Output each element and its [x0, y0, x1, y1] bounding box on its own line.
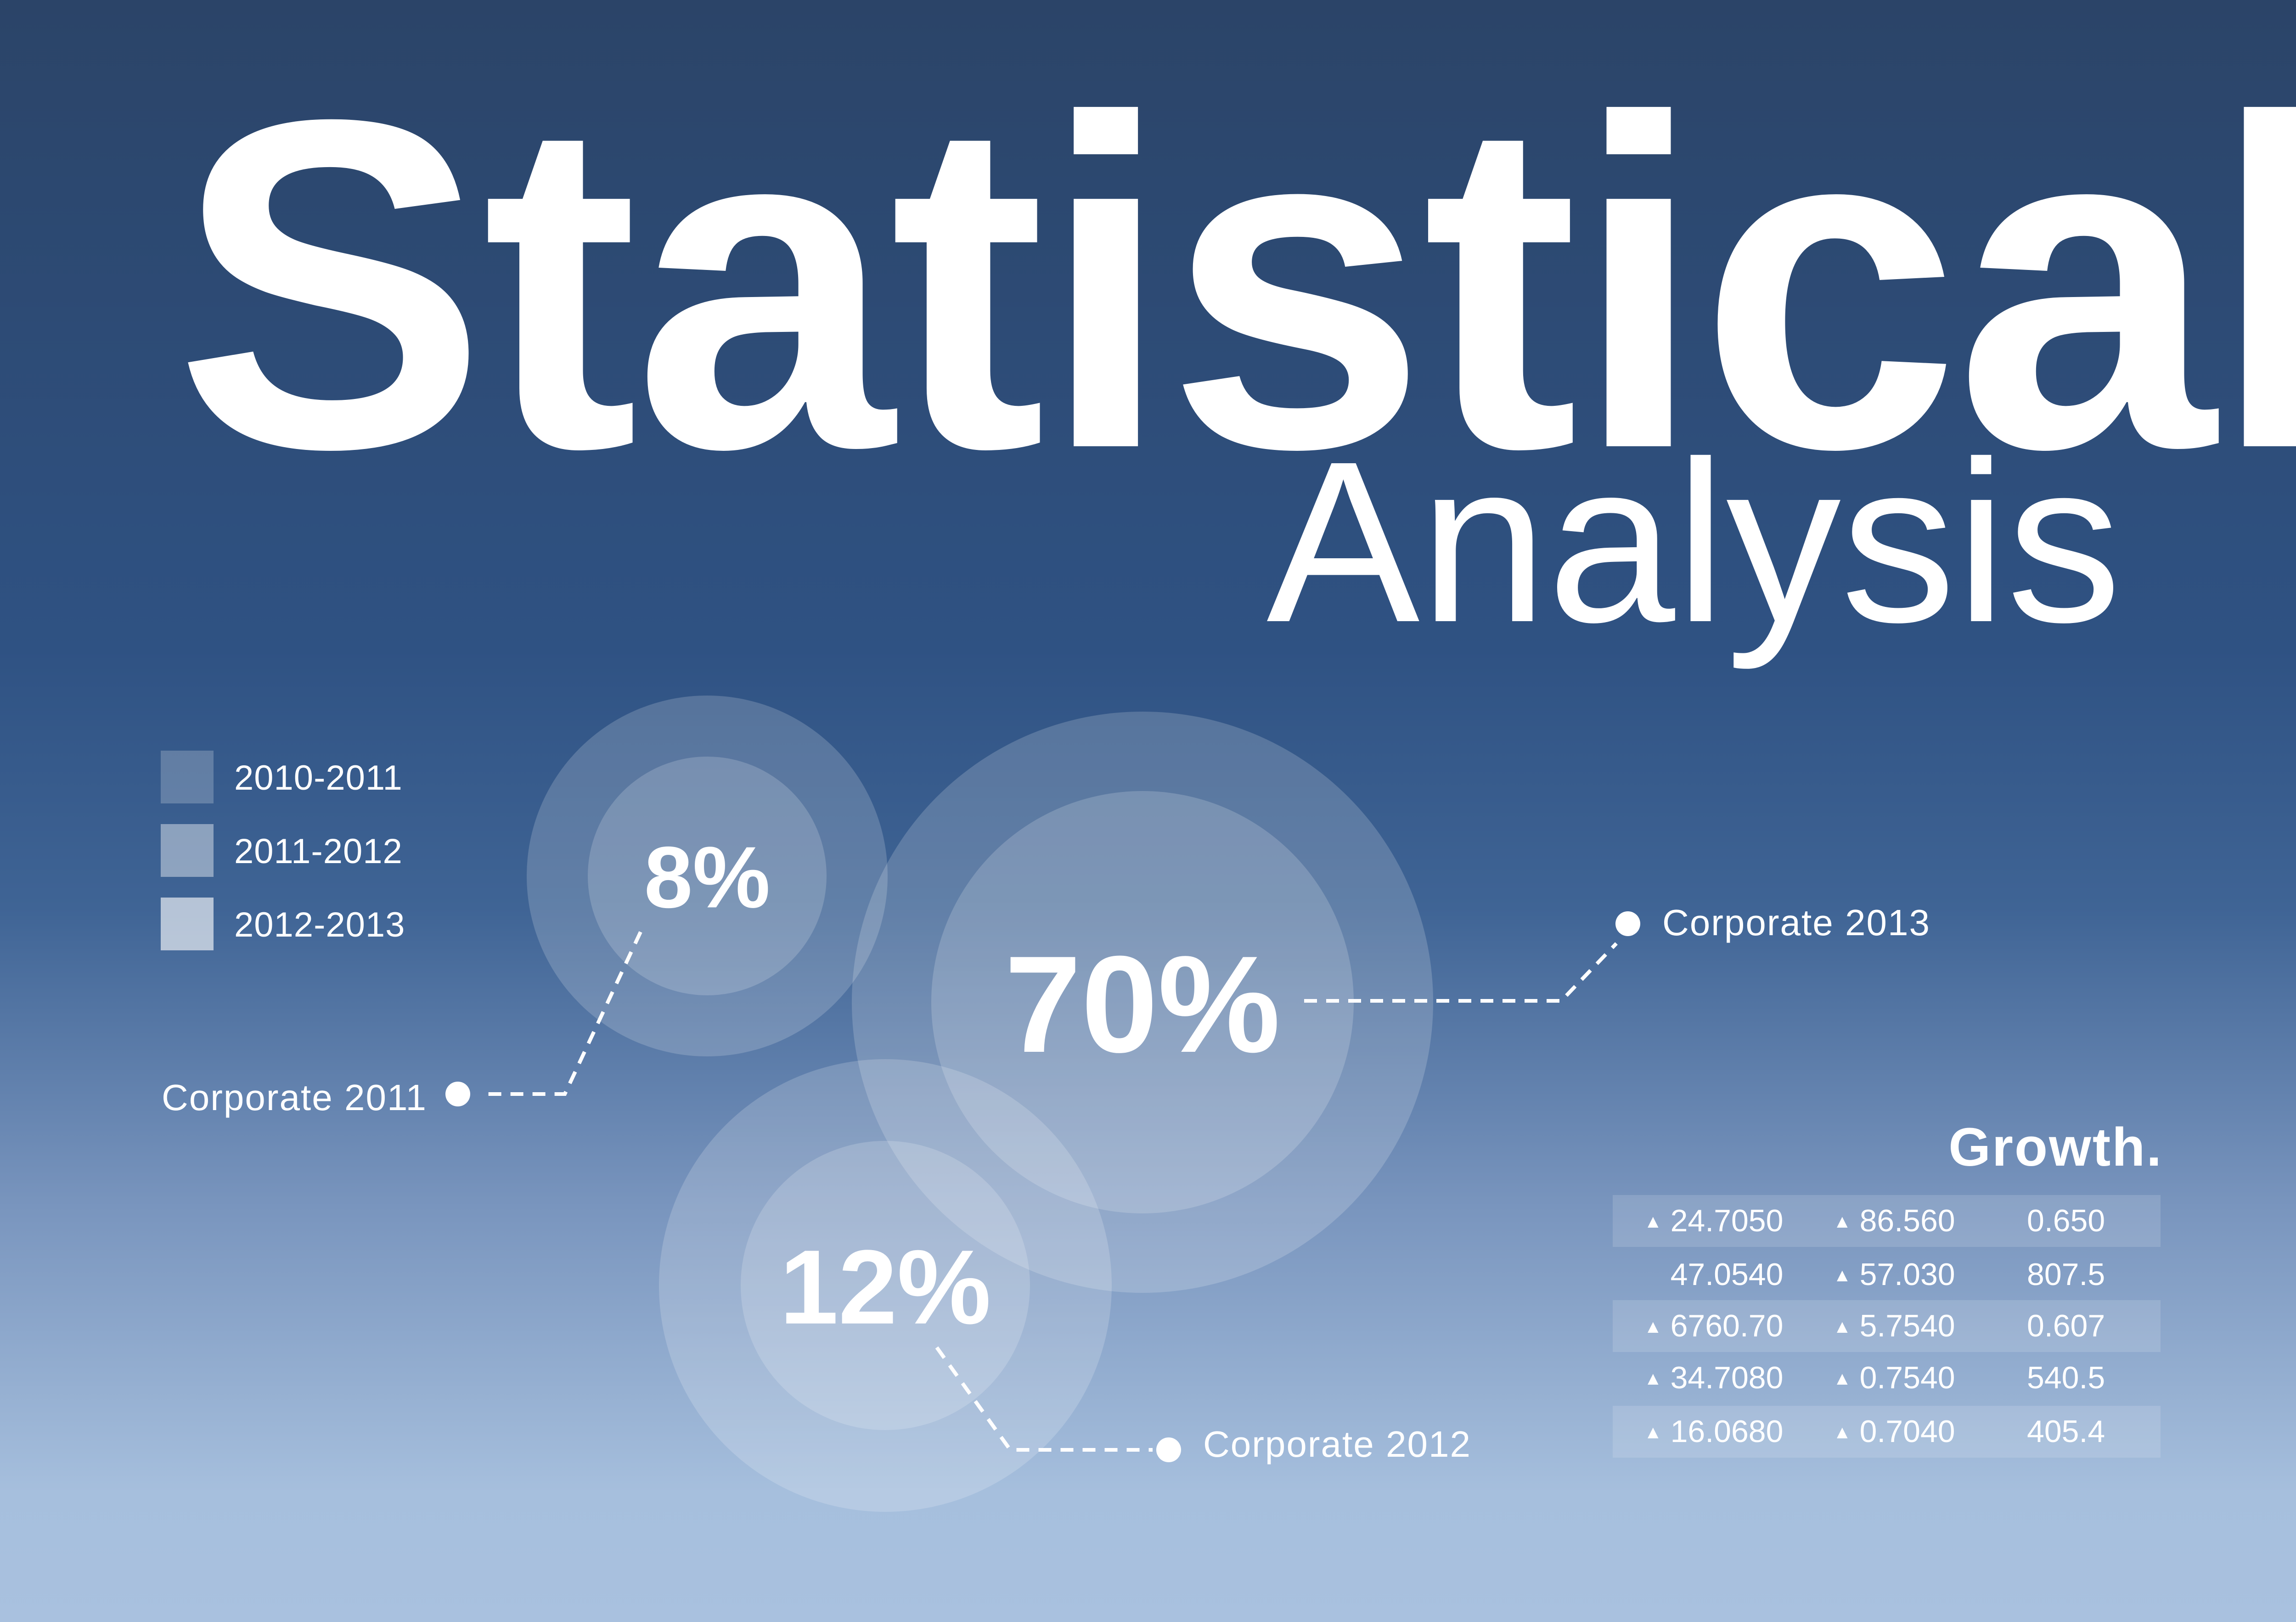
subtitle: Analysis	[1266, 413, 2122, 670]
legend-label: 2011-2012	[234, 832, 403, 871]
bubble-outer	[659, 1059, 1112, 1512]
triangle-up-icon: ▲	[1644, 1317, 1662, 1337]
leader-dot	[445, 1082, 470, 1106]
bubble-value-label: 12%	[780, 1228, 991, 1346]
legend-swatch	[161, 751, 214, 803]
bubble-inner	[588, 757, 827, 995]
growth-value: 24.7050	[1670, 1203, 1784, 1238]
bubble-name-label: Corporate 2012	[1203, 1424, 1471, 1465]
leader-line	[482, 931, 642, 1096]
legend-swatch	[161, 898, 214, 950]
growth-cell: ▲ 24.7050	[1644, 1205, 1783, 1236]
growth-row: ▲ 34.7080 ▲ 0.7540 540.5	[1613, 1352, 2161, 1404]
growth-title: Growth.	[1948, 1117, 2163, 1178]
growth-row: ▲ 24.7050 ▲ 86.560 0.650	[1613, 1195, 2161, 1247]
triangle-up-icon: ▲	[1644, 1422, 1662, 1442]
leader-dot	[1156, 1437, 1181, 1462]
growth-cell: ▲ 16.0680	[1644, 1416, 1783, 1447]
growth-row: ▲ 6760.70 ▲ 5.7540 0.607	[1613, 1300, 2161, 1352]
bubble-name-label: Corporate 2011	[162, 1077, 427, 1118]
growth-cell: ▲47.0540	[1644, 1257, 1784, 1292]
growth-value: 0.7540	[1859, 1360, 1955, 1395]
growth-cell: ▲ 0.7040	[1833, 1416, 1955, 1447]
legend-label: 2010-2011	[234, 758, 403, 797]
bubble-value-label: 8%	[644, 829, 771, 926]
triangle-up-icon: ▲	[1833, 1212, 1851, 1232]
growth-cell: ▲ 34.7080	[1644, 1362, 1783, 1393]
leader-line	[1304, 942, 1618, 1003]
growth-cell: 540.5	[2027, 1360, 2105, 1395]
triangle-up-icon: ▲	[1833, 1265, 1851, 1285]
bubble-value-label: 70%	[1005, 927, 1280, 1081]
growth-row: ▲ 16.0680 ▲ 0.7040 405.4	[1613, 1406, 2161, 1458]
bubble-outer	[527, 696, 888, 1056]
bubble-inner	[931, 791, 1354, 1213]
growth-value: 57.030	[1859, 1257, 1955, 1292]
triangle-up-icon: ▲	[1644, 1212, 1662, 1232]
growth-row: ▲47.0540 ▲ 57.030 807.5	[1613, 1249, 2161, 1301]
title: Statistical	[174, 23, 2296, 546]
leader-dot	[1615, 911, 1640, 936]
growth-value: 47.0540	[1670, 1257, 1784, 1292]
legend-label: 2012-2013	[234, 905, 405, 944]
growth-value: 0.7040	[1859, 1414, 1955, 1449]
growth-cell: 0.607	[2027, 1308, 2105, 1343]
growth-value: 34.7080	[1670, 1360, 1784, 1395]
growth-value: 5.7540	[1859, 1308, 1955, 1343]
bubble-name-label: Corporate 2013	[1662, 902, 1930, 943]
growth-value: 6760.70	[1670, 1308, 1784, 1343]
leader-line	[935, 1346, 1153, 1452]
growth-cell: ▲ 57.030	[1833, 1259, 1955, 1290]
growth-cell: ▲ 86.560	[1833, 1205, 1955, 1236]
growth-value: 16.0680	[1670, 1414, 1784, 1449]
growth-cell: ▲ 5.7540	[1833, 1310, 1955, 1341]
triangle-up-icon: ▲	[1833, 1369, 1851, 1389]
bubble-inner	[741, 1141, 1030, 1430]
growth-cell: 405.4	[2027, 1414, 2105, 1449]
triangle-up-icon: ▲	[1833, 1422, 1851, 1442]
growth-cell: 0.650	[2027, 1203, 2105, 1238]
growth-cell: ▲ 0.7540	[1833, 1362, 1955, 1393]
triangle-up-icon: ▲	[1644, 1369, 1662, 1389]
legend-swatch	[161, 824, 214, 877]
triangle-up-icon: ▲	[1833, 1317, 1851, 1337]
growth-cell: 807.5	[2027, 1257, 2105, 1292]
growth-value: 86.560	[1859, 1203, 1955, 1238]
bubble-outer	[852, 712, 1433, 1293]
growth-cell: ▲ 6760.70	[1644, 1310, 1783, 1341]
